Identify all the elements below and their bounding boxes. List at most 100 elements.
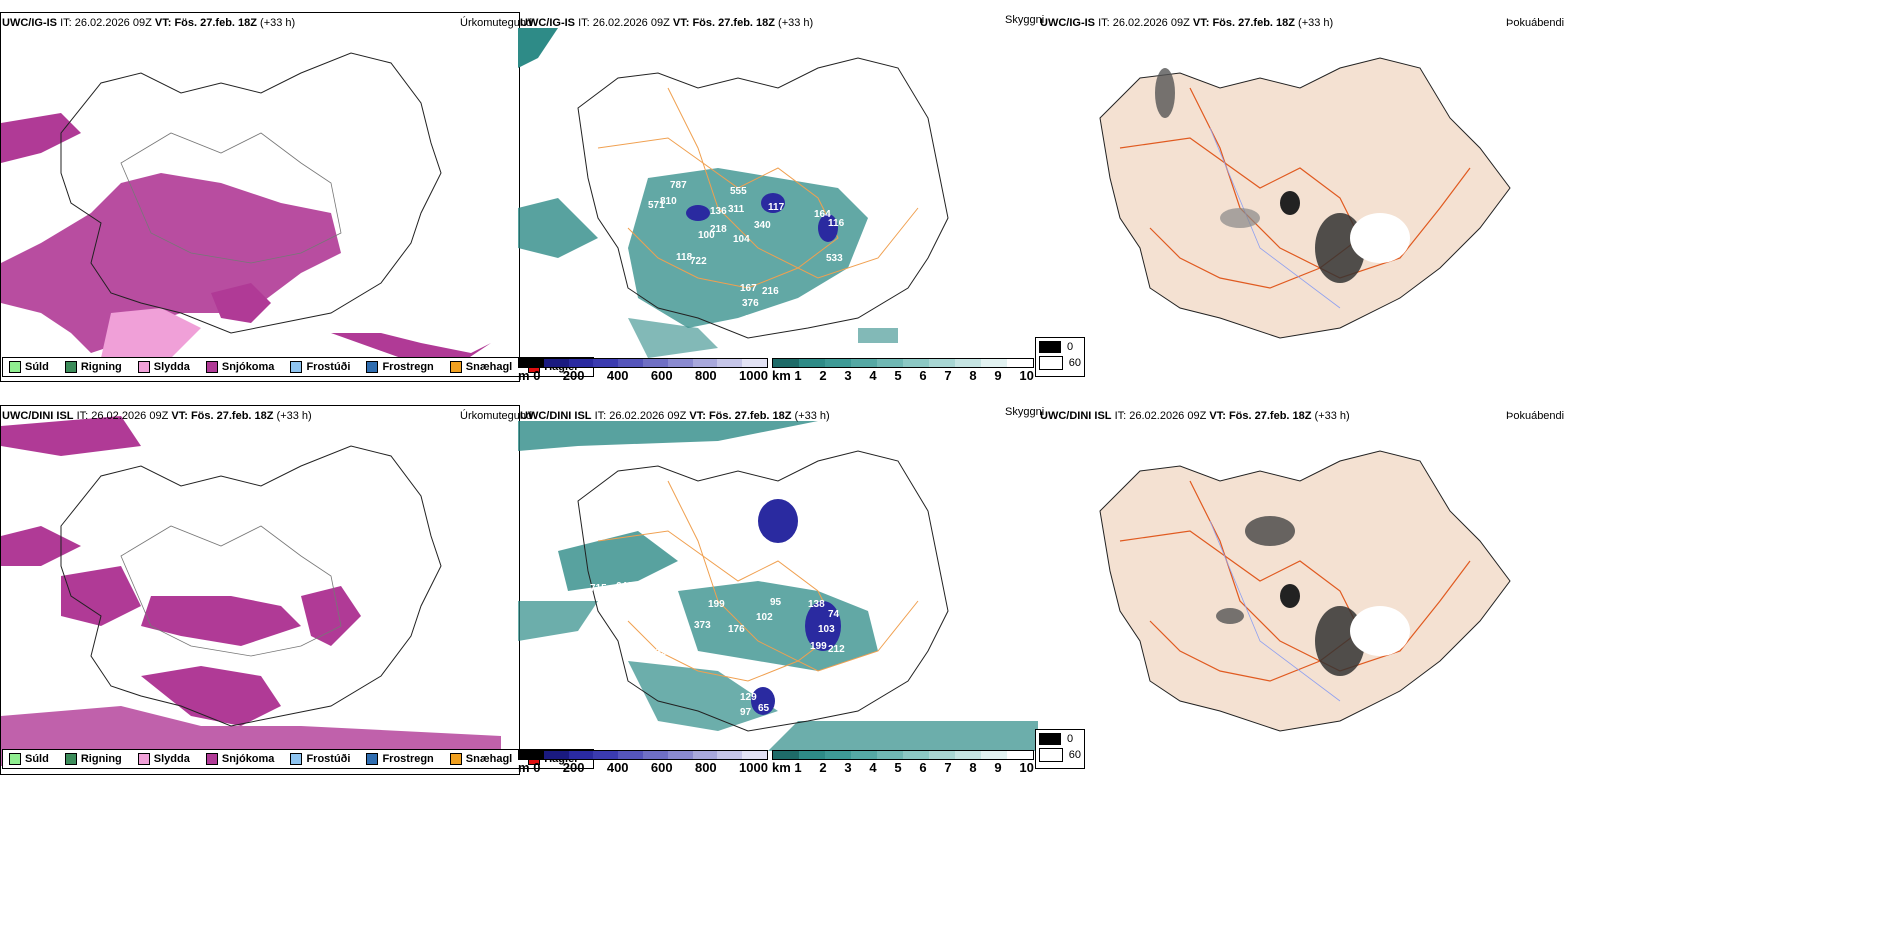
value-label: 102 <box>756 612 773 623</box>
visibility-panel-row1 <box>518 28 1038 358</box>
value-label: 555 <box>730 186 747 197</box>
value-label: 139 <box>764 316 781 327</box>
legend-item: Frostúði <box>290 361 350 373</box>
legend-item: Snjókoma <box>205 361 274 373</box>
title-precip-row1: Úrkomutegund <box>460 17 533 29</box>
visibility-scale-row2: km 1 2 3 4 5 6 7 8 9 10 <box>772 750 1034 775</box>
value-label: 176 <box>728 624 745 635</box>
value-label: 311 <box>728 204 745 215</box>
value-label: 97 <box>740 707 752 718</box>
title-precip-row2: Úrkomutegund <box>460 410 533 422</box>
value-label: 373 <box>694 620 711 631</box>
value-label: 376 <box>742 298 759 309</box>
value-label: 715 <box>590 583 607 594</box>
title-visibility-row2: Skyggni <box>1005 406 1045 418</box>
height-scale-row2: m 0 200 400 600 800 1000 <box>518 750 768 775</box>
title-visibility-row1: Skyggni <box>1005 14 1045 26</box>
value-label: 65 <box>758 703 770 714</box>
value-label: 95 <box>770 597 782 608</box>
fog-legend-row2: 0 60 <box>1035 729 1085 769</box>
value-label: 104 <box>733 234 750 245</box>
height-scale-row1: m 0 200 400 600 800 1000 <box>518 358 768 383</box>
value-label: 118 <box>676 252 693 263</box>
value-label: 571 <box>648 200 665 211</box>
visibility-panel-row2 <box>518 421 1038 751</box>
visibility-map-row1 <box>518 28 949 358</box>
value-label: 340 <box>754 220 771 231</box>
legend-swatch <box>64 753 77 765</box>
value-label: 164 <box>814 209 831 220</box>
value-label: 129 <box>740 692 757 703</box>
value-label: 533 <box>826 253 843 264</box>
title-fog-row2: Þokuábendi <box>1506 410 1565 422</box>
header-row2-precip: UWC/DINI ISL IT: 26.02.2026 09Z VT: Fös.… <box>2 410 312 422</box>
legend-item: Frostúði <box>290 753 350 765</box>
value-label: 199 <box>708 599 725 610</box>
legend-swatch <box>9 753 21 765</box>
legend-item: Snæhagl <box>449 753 512 765</box>
value-label: 116 <box>828 218 845 229</box>
value-label: 787 <box>670 180 687 191</box>
precip-type-map-row1 <box>1 52 491 373</box>
value-label: 138 <box>808 599 825 610</box>
header-row1-vis: UWC/IG-IS IT: 26.02.2026 09Z VT: Fös. 27… <box>520 17 814 29</box>
precip-type-map-row2 <box>1 416 501 766</box>
legend-swatch <box>9 361 21 373</box>
legend-item: Súld <box>9 753 49 765</box>
legend-swatch <box>449 361 462 373</box>
legend-swatch <box>205 753 218 765</box>
legend-item: Snæhagl <box>449 361 512 373</box>
legend-swatch <box>137 361 150 373</box>
header-row2-vis: UWC/DINI ISL IT: 26.02.2026 09Z VT: Fös.… <box>520 410 830 422</box>
legend-swatch <box>205 361 218 373</box>
precip-legend-row1: Súld Rigning Slydda Snjókoma Frostúði Fr… <box>2 357 595 377</box>
value-label: 117 <box>768 202 785 213</box>
value-label: 199 <box>810 641 827 652</box>
visibility-labels-row2: 715 642 199 95 138 74 103 373 176 102 19… <box>590 544 845 718</box>
legend-swatch <box>366 753 379 765</box>
legend-swatch <box>290 753 303 765</box>
visibility-scale-row1: km 1 2 3 4 5 6 7 8 9 10 <box>772 358 1034 383</box>
legend-item: Rigning <box>64 753 122 765</box>
fog-map-row2 <box>1099 450 1511 732</box>
fog-legend-row1: 0 60 <box>1035 337 1085 377</box>
value-label: 93 <box>784 544 796 555</box>
visibility-map-row2 <box>518 421 1038 751</box>
legend-item: Snjókoma <box>205 753 274 765</box>
precip-type-panel-row1 <box>0 12 520 382</box>
header-row1-fog: UWC/IG-IS IT: 26.02.2026 09Z VT: Fös. 27… <box>1040 17 1334 29</box>
header-row1-precip: UWC/IG-IS IT: 26.02.2026 09Z VT: Fös. 27… <box>2 17 296 29</box>
value-label: 642 <box>616 581 633 592</box>
value-label: 138 <box>744 314 761 325</box>
value-label: 103 <box>818 624 835 635</box>
legend-swatch <box>449 753 462 765</box>
fog-panel-row2 <box>1040 421 1560 751</box>
precip-legend-row2: Súld Rigning Slydda Snjókoma Frostúði Fr… <box>2 749 595 769</box>
legend-item: Slydda <box>137 361 190 373</box>
visibility-labels-row1: 787 555 571 810 136 311 117 164 116 100 … <box>648 180 845 327</box>
fog-panel-row1 <box>1040 28 1560 358</box>
legend-item: Rigning <box>64 361 122 373</box>
value-label: 722 <box>690 256 707 267</box>
value-label: 74 <box>828 609 840 620</box>
legend-item: Frostregn <box>366 753 434 765</box>
value-label: 218 <box>710 224 727 235</box>
value-label: 212 <box>828 644 845 655</box>
legend-swatch <box>64 361 77 373</box>
fog-map-row1 <box>1099 57 1511 339</box>
legend-item: Slydda <box>137 753 190 765</box>
title-fog-row1: Þokuábendi <box>1506 17 1565 29</box>
value-label: 810 <box>660 196 677 207</box>
header-row2-fog: UWC/DINI ISL IT: 26.02.2026 09Z VT: Fös.… <box>1040 410 1350 422</box>
legend-item: Súld <box>9 361 49 373</box>
value-label: 233 <box>650 647 667 658</box>
legend-swatch <box>290 361 303 373</box>
value-label: 216 <box>762 286 779 297</box>
value-label: 100 <box>698 230 715 241</box>
value-label: 136 <box>710 206 727 217</box>
legend-swatch <box>137 753 150 765</box>
legend-item: Frostregn <box>366 361 434 373</box>
legend-swatch <box>366 361 379 373</box>
value-label: 122 <box>668 641 685 652</box>
precip-type-panel-row2 <box>0 405 520 775</box>
